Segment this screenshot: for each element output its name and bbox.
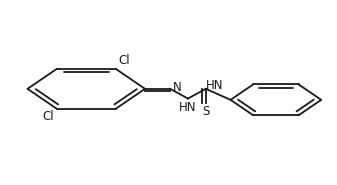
- Text: N: N: [173, 81, 182, 94]
- Text: Cl: Cl: [42, 110, 54, 123]
- Text: HN: HN: [206, 79, 223, 92]
- Text: HN: HN: [179, 101, 197, 114]
- Text: S: S: [202, 105, 210, 118]
- Text: Cl: Cl: [118, 54, 130, 67]
